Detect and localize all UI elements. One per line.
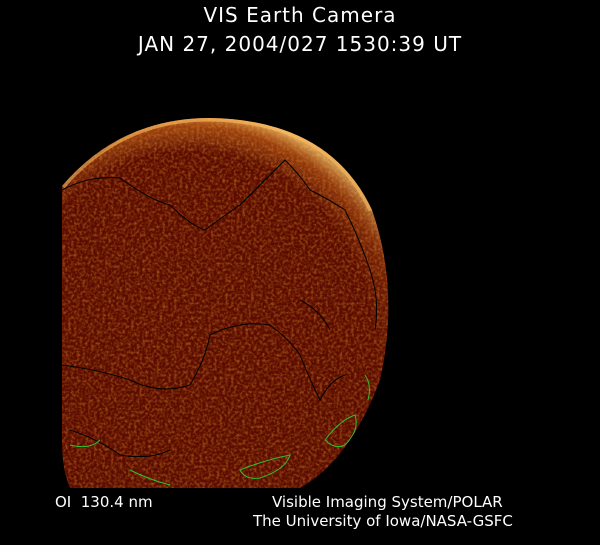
wavelength-label: OI 130.4 nm <box>55 493 153 511</box>
institution-credit: The University of Iowa/NASA-GSFC <box>253 512 513 530</box>
auroral-oval <box>62 118 389 488</box>
coastline-overlay <box>62 159 378 458</box>
image-timestamp: JAN 27, 2004/027 1530:39 UT <box>137 32 463 56</box>
instrument-credit: Visible Imaging System/POLAR <box>272 493 503 511</box>
image-title: VIS Earth Camera <box>203 3 397 27</box>
night-coastline-overlay <box>69 374 370 486</box>
auroral-arc <box>62 118 376 212</box>
